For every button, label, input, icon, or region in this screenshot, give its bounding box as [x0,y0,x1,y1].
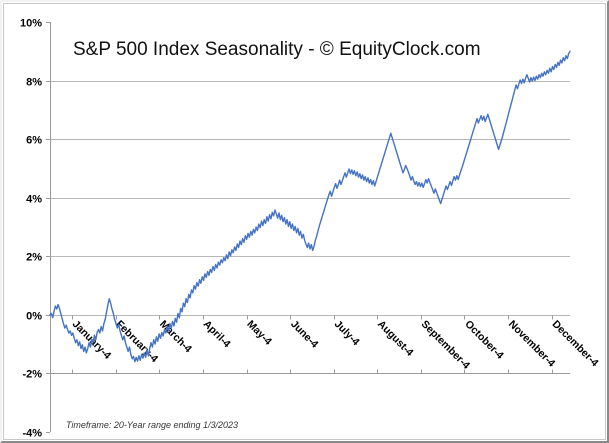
y-axis-tick-label: -4% [22,428,42,440]
seasonality-chart: 10%8%6%4%2%0%-2%-4% January-4 February-4M… [20,18,601,440]
y-axis-tick-label: 0% [26,311,42,323]
x-axis-tick-label: July-4 [332,318,362,348]
x-axis-tickmarks [72,315,553,374]
y-axis-tick-label: 4% [26,194,42,206]
y-axis-tick-label: 10% [20,18,42,30]
y-axis-tick-label: 6% [26,135,42,147]
y-axis-labels: 10% 8% 6% 4% 2% 0% -2% -4% [20,18,42,440]
y-axis-tick-label: -2% [22,369,42,381]
x-axis-tick-label: June-4 [288,318,321,351]
y-axis-tick-label: 2% [26,252,42,264]
x-axis-tick-label: August-4 [375,318,416,359]
price-series-line [49,50,571,363]
gridlines [50,22,570,432]
timeframe-footnote: Timeframe: 20-Year range ending 1/3/2023 [66,420,238,430]
y-axis-tick-label: 8% [26,77,42,89]
x-axis-tick-label: October-4 [462,318,506,362]
chart-title: S&P 500 Index Seasonality - © EquityCloc… [73,39,481,60]
x-axis-tick-label: March-4 [157,318,194,355]
y-axis-ticks [46,22,50,433]
x-axis-tick-label: December-4 [550,318,601,369]
chart-canvas: 10% 8% 6% 4% 2% 0% -2% -4% January-4 February-4 M… [3,3,606,440]
x-axis-tick-label: April-4 [201,318,233,350]
x-axis-tick-label: May-4 [244,318,274,348]
